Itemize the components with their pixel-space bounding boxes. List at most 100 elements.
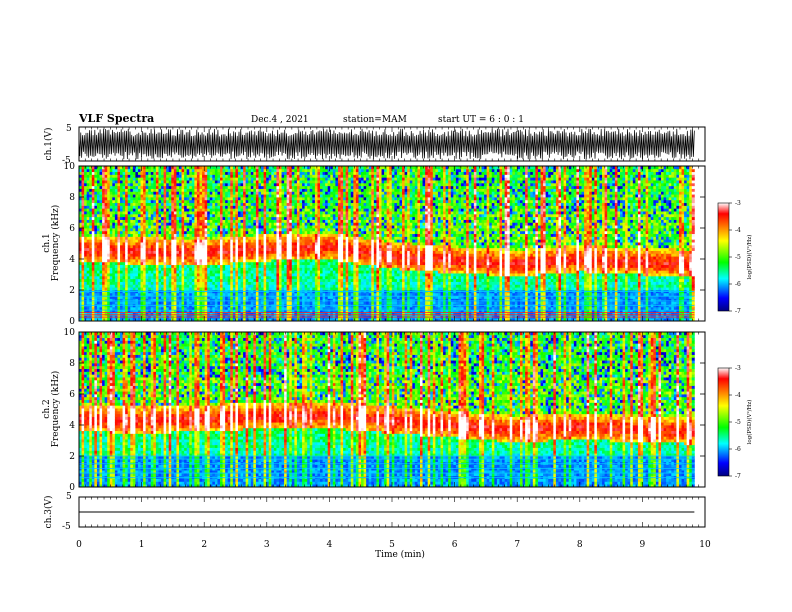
spectrogram-cell xyxy=(145,312,149,316)
spectrogram-cell xyxy=(122,267,126,271)
spectrogram-cell xyxy=(158,228,162,232)
spectrogram-cell xyxy=(117,301,121,305)
spectrogram-cell xyxy=(237,225,241,229)
spectrogram-cell xyxy=(161,247,165,251)
spectrogram-cell xyxy=(148,211,152,215)
spectrogram-cell xyxy=(232,309,236,313)
spectrogram-cell xyxy=(89,301,93,305)
spectrogram-cell xyxy=(212,270,216,274)
spectrogram-cell xyxy=(176,267,180,271)
spectrogram-cell xyxy=(273,318,277,322)
spectrogram-cell xyxy=(145,191,149,195)
spectrogram-cell xyxy=(309,267,313,271)
spectrogram-cell xyxy=(166,264,170,268)
spectrogram-cell xyxy=(294,185,298,189)
spectrogram-cell xyxy=(212,250,216,254)
spectrogram-cell xyxy=(266,174,270,178)
spectrogram-cell xyxy=(176,273,180,277)
spectrogram-cell xyxy=(286,213,290,218)
spectrogram-cell xyxy=(99,216,103,220)
spectrogram-cell xyxy=(155,208,159,212)
spectrogram-cell xyxy=(209,284,213,288)
spectrogram-cell xyxy=(179,281,182,285)
spectrogram-cell xyxy=(179,180,182,184)
spectrogram-cell xyxy=(209,233,213,237)
spectrogram-cell xyxy=(96,287,100,291)
spectrogram-cell xyxy=(250,233,254,237)
spectrogram-cell xyxy=(273,213,277,218)
spectrogram-cell xyxy=(258,306,262,311)
spectrogram-cell xyxy=(273,239,277,243)
spectrogram-cell xyxy=(268,267,272,271)
spectrogram-cell xyxy=(263,298,267,302)
spectrogram-cell xyxy=(309,278,313,282)
spectrogram-cell xyxy=(96,205,100,209)
spectrogram-cell xyxy=(176,270,180,274)
spectrogram-cell xyxy=(161,312,165,316)
spectrogram-cell xyxy=(112,264,116,268)
spectrogram-cell xyxy=(153,292,157,297)
spectrogram-cell xyxy=(122,202,126,206)
spectrogram-cell xyxy=(286,275,290,280)
spectrogram-cell xyxy=(91,185,95,189)
spectrogram-cell xyxy=(255,259,259,263)
spectrogram-cell xyxy=(209,259,213,263)
spectrogram-cell xyxy=(130,239,134,243)
spectrogram-cell xyxy=(245,298,249,302)
spectrogram-cell xyxy=(120,306,123,311)
spectrogram-cell xyxy=(84,298,88,302)
spectrogram-cell xyxy=(286,264,290,268)
spectrogram-cell xyxy=(102,225,106,229)
spectrogram-cell xyxy=(225,259,229,263)
spectrogram-cell xyxy=(117,284,121,288)
spectrogram-cell xyxy=(196,318,200,322)
spectrogram-cell xyxy=(255,166,259,170)
spectrogram-cell xyxy=(86,318,90,322)
spectrogram-cell xyxy=(179,256,182,260)
spectrogram-cell xyxy=(122,270,126,274)
spectrogram-cell xyxy=(281,225,285,229)
spectrogram-cell xyxy=(171,182,175,187)
spectrogram-cell xyxy=(79,259,82,263)
spectrogram-cell xyxy=(286,259,290,263)
spectrogram-cell xyxy=(81,177,85,181)
spectrogram-cell xyxy=(207,256,211,260)
spectrogram-cell xyxy=(96,301,100,305)
spectrogram-cell xyxy=(245,168,249,173)
spectrogram-cell xyxy=(250,318,254,322)
spectrogram-cell xyxy=(220,177,223,181)
spectrogram-cell xyxy=(309,281,313,285)
spectrogram-cell xyxy=(163,233,167,237)
spectrogram-cell xyxy=(140,174,144,178)
spectrogram-cell xyxy=(102,278,106,282)
spectrogram-cell xyxy=(122,182,126,187)
spectrogram-cell xyxy=(107,233,111,237)
spectrogram-cell xyxy=(248,205,252,209)
spectrogram-cell xyxy=(122,259,126,263)
spectrogram-cell xyxy=(278,292,282,297)
spectrogram-cell xyxy=(107,287,111,291)
spectrogram-cell xyxy=(217,191,221,195)
spectrogram-cell xyxy=(194,199,198,204)
spectrogram-cell xyxy=(184,188,188,192)
spectrogram-cell xyxy=(84,284,88,288)
spectrogram-cell xyxy=(202,295,206,299)
spectrogram-cell xyxy=(184,247,188,251)
spectrogram-cell xyxy=(186,278,190,282)
spectrogram-cell xyxy=(112,205,116,209)
spectrogram-cell xyxy=(220,270,223,274)
spectrogram-cell xyxy=(284,185,288,189)
spectrogram-cell xyxy=(135,306,139,311)
spectrogram-cell xyxy=(263,278,267,282)
spectrogram-cell xyxy=(194,194,198,198)
spectrogram-cell xyxy=(261,275,264,280)
spectrogram-cell xyxy=(94,174,98,178)
spectrogram-cell xyxy=(307,225,311,229)
spectrogram-cell xyxy=(150,287,154,291)
spectrogram-cell xyxy=(250,166,254,170)
spectrogram-cell xyxy=(120,256,123,260)
spectrogram-cell xyxy=(235,281,239,285)
spectrogram-cell xyxy=(117,318,121,322)
spectrogram-cell xyxy=(202,211,206,215)
spectrogram-cell xyxy=(102,267,106,271)
